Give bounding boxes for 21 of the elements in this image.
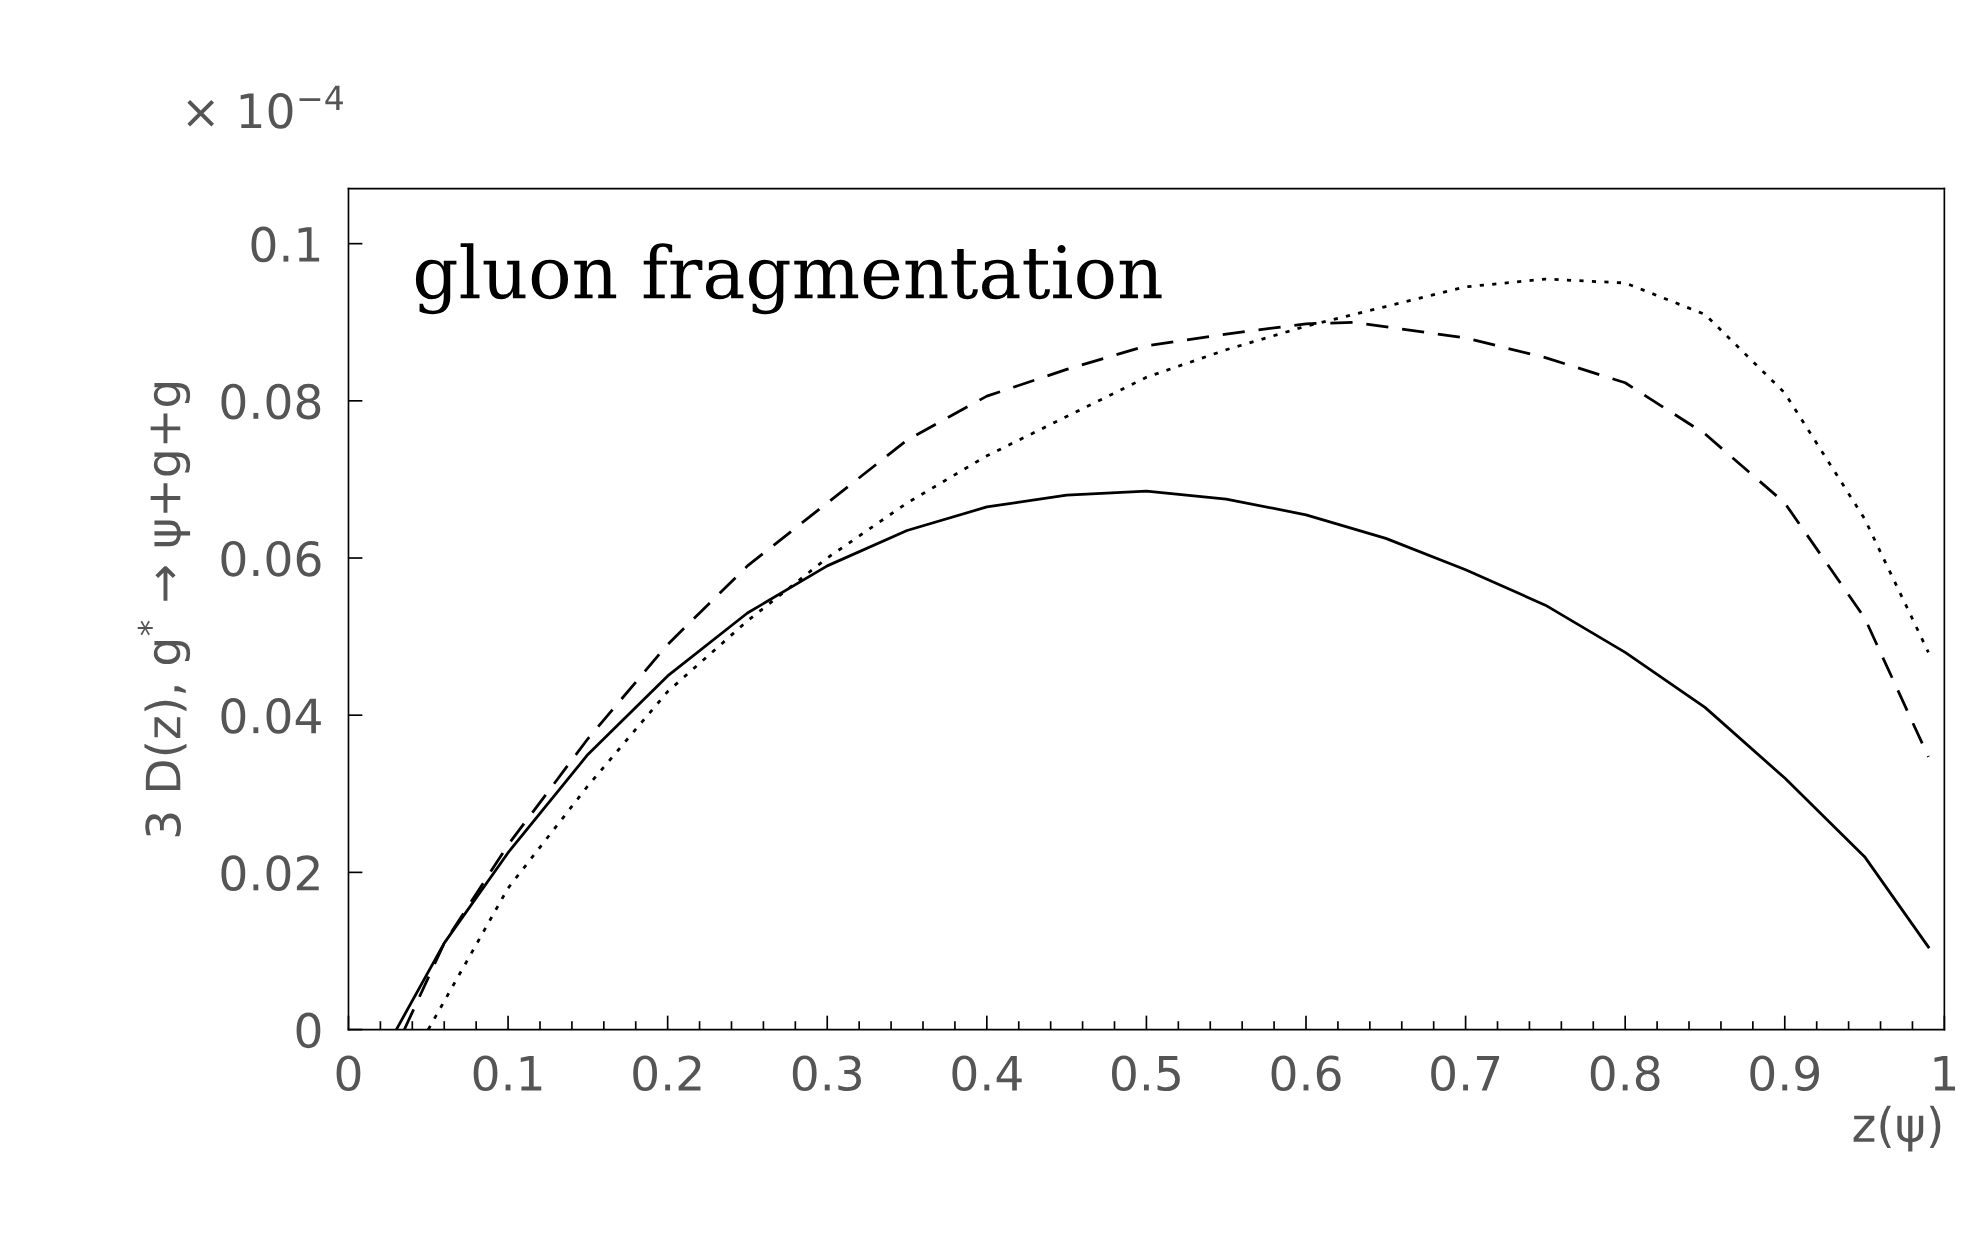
x-tick-label: 0.3 — [792, 1055, 862, 1092]
y-tick-label: 0.1 — [251, 226, 320, 263]
x-axis-title: z(ψ) — [1853, 1105, 1941, 1152]
annotation: gluon fragmentation — [415, 243, 1162, 315]
y-tick-label: 0.06 — [221, 540, 321, 577]
x-tick-label: 0.6 — [1271, 1055, 1341, 1092]
x-tick-label: 0.7 — [1431, 1055, 1500, 1092]
x-tick-label: 1 — [1934, 1056, 1956, 1091]
x-tick-label: 0.8 — [1590, 1055, 1660, 1092]
x-tick-label: 0.4 — [952, 1055, 1022, 1092]
x-tick-label: 0.5 — [1111, 1055, 1180, 1092]
x-tick-label: 0.9 — [1750, 1055, 1819, 1092]
y-tick-label: 0.02 — [221, 855, 319, 891]
y-tick-label: 0.04 — [221, 698, 321, 734]
x-tick-label: 0.2 — [633, 1055, 701, 1092]
x-tick-label: 0 — [336, 1055, 361, 1092]
text: × 10$^{−4}$ — [187, 85, 343, 129]
y-axis-title: 3 D(z), g$^{*}$ → ψ+g+g — [137, 382, 191, 837]
y-tick-label: 0.08 — [221, 383, 321, 420]
y-tick-label: 0 — [296, 1012, 321, 1049]
x-tick-label: 0.1 — [473, 1055, 542, 1092]
